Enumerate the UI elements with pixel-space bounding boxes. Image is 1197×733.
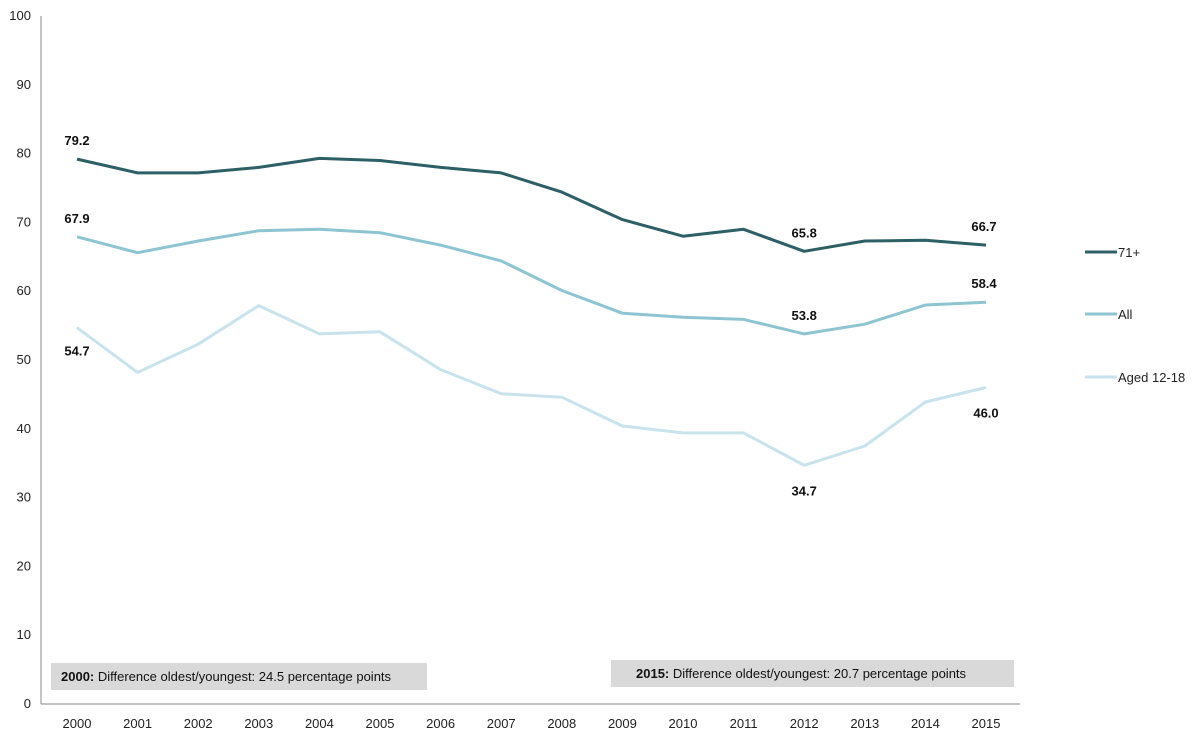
x-tick-label: 2009 xyxy=(608,716,637,731)
x-tick-label: 2000 xyxy=(63,716,92,731)
legend-label: Aged 12-18 xyxy=(1118,370,1185,385)
y-tick-label: 0 xyxy=(24,696,31,711)
x-tick-label: 2015 xyxy=(972,716,1001,731)
y-tick-label: 40 xyxy=(17,421,31,436)
y-tick-label: 60 xyxy=(17,283,31,298)
chart-series-lines xyxy=(76,156,987,467)
y-tick-label: 20 xyxy=(17,558,31,573)
annotation-2000-year: 2000: xyxy=(61,669,95,684)
annotation-2015-text: Difference oldest/youngest: 20.7 percent… xyxy=(669,666,967,681)
x-tick-label: 2013 xyxy=(850,716,879,731)
data-label: 79.2 xyxy=(64,133,89,148)
legend-label: All xyxy=(1118,307,1133,322)
series-line-1 xyxy=(76,156,987,253)
y-tick-label: 50 xyxy=(17,352,31,367)
y-tick-label: 100 xyxy=(9,8,31,23)
data-label: 65.8 xyxy=(792,225,817,240)
annotation-2000: 2000: Difference oldest/youngest: 24.5 p… xyxy=(51,663,427,690)
chart-axes: 0 10 20 30 40 50 60 70 80 90 100 2000 2001 2002 2003 20… xyxy=(9,8,1020,731)
data-label: 66.7 xyxy=(971,219,996,234)
x-tick-label: 2004 xyxy=(305,716,334,731)
series-line-2 xyxy=(76,227,987,336)
x-tick-label: 2005 xyxy=(366,716,395,731)
y-tick-label: 80 xyxy=(17,146,31,161)
annotation-2000-text: Difference oldest/youngest: 24.5 percent… xyxy=(94,669,392,684)
data-label: 67.9 xyxy=(64,211,89,226)
x-tick-label: 2011 xyxy=(730,716,758,731)
x-tick-label: 2002 xyxy=(184,716,213,731)
x-tick-label: 2012 xyxy=(790,716,819,731)
x-tick-label: 2003 xyxy=(244,716,273,731)
series-line-3 xyxy=(76,304,987,467)
x-tick-label: 2007 xyxy=(487,716,516,731)
x-tick-label: 2008 xyxy=(547,716,576,731)
annotation-2015: 2015: Difference oldest/youngest: 20.7 p… xyxy=(611,660,1014,687)
data-label: 46.0 xyxy=(973,406,998,421)
x-tick-label: 2014 xyxy=(911,716,940,731)
chart-data-labels: 79.2 65.8 66.7 67.9 53.8 58.4 54.7 34.7 46.0 xyxy=(64,133,998,498)
y-tick-label: 90 xyxy=(17,77,31,92)
y-tick-label: 30 xyxy=(17,490,31,505)
annotation-2015-year: 2015: xyxy=(636,666,670,681)
y-tick-label: 10 xyxy=(17,627,31,642)
data-label: 34.7 xyxy=(792,483,817,498)
y-tick-label: 70 xyxy=(17,214,31,229)
x-tick-label: 2001 xyxy=(123,716,152,731)
chart-legend: 71+ All Aged 12-18 xyxy=(1085,245,1185,385)
data-label: 54.7 xyxy=(64,344,89,359)
data-label: 53.8 xyxy=(792,308,817,323)
x-tick-label: 2006 xyxy=(426,716,455,731)
legend-label: 71+ xyxy=(1118,245,1140,260)
data-label: 58.4 xyxy=(971,276,997,291)
x-tick-label: 2010 xyxy=(669,716,698,731)
